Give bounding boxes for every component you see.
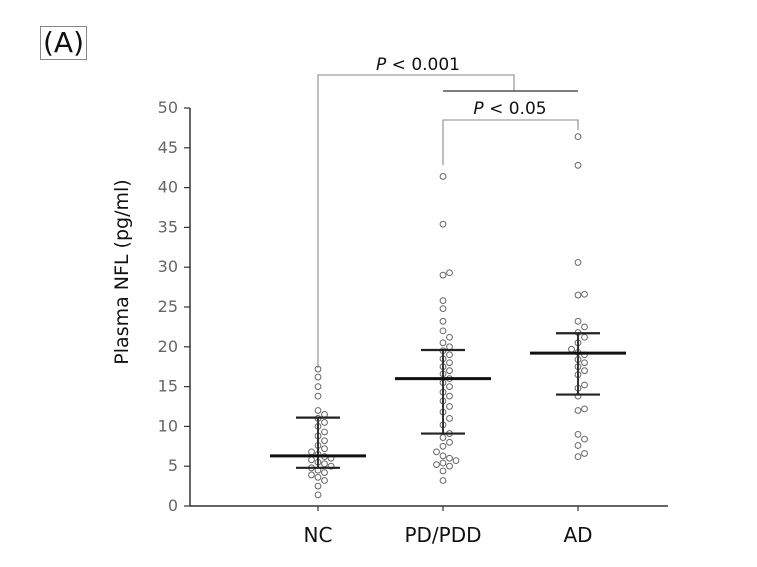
data-point — [439, 305, 447, 312]
data-point — [581, 323, 588, 331]
data-point — [446, 269, 453, 277]
y-tick-label: 35 — [158, 217, 178, 236]
p-threshold: < 0.05 — [484, 99, 547, 119]
data-point — [439, 459, 447, 467]
data-point — [439, 297, 447, 305]
p-symbol: P — [473, 99, 484, 119]
data-point — [321, 460, 328, 468]
data-point — [439, 442, 447, 450]
data-point — [314, 373, 322, 381]
data-point — [439, 477, 447, 484]
y-axis-label: Plasma NFL (pg/ml) — [111, 179, 133, 364]
data-point — [321, 411, 328, 418]
data-point — [581, 359, 588, 367]
data-point — [314, 491, 322, 499]
data-point — [439, 434, 447, 441]
summary-bars — [270, 332, 626, 469]
data-point — [581, 405, 588, 413]
data-point — [446, 359, 453, 367]
data-point — [452, 457, 460, 465]
data-point — [439, 220, 447, 228]
data-point — [574, 317, 582, 325]
data-point — [308, 448, 315, 456]
data-point — [574, 133, 582, 141]
bracket-outer — [317, 74, 515, 368]
data-point — [446, 454, 453, 462]
data-point — [446, 415, 453, 422]
data-point — [568, 345, 575, 353]
data-point — [446, 343, 453, 351]
data-point — [314, 392, 322, 400]
data-point — [574, 407, 582, 414]
data-point — [308, 471, 315, 479]
significance-label-2: P < 0.05 — [473, 99, 546, 119]
data-point — [446, 462, 453, 470]
axes — [189, 108, 668, 507]
data-point — [581, 435, 588, 443]
data-point — [574, 291, 582, 299]
x-tick-label: PD/PDD — [404, 523, 481, 547]
data-point — [321, 437, 328, 445]
y-tick-label: 40 — [158, 178, 178, 197]
x-tick-label: AD — [563, 523, 592, 547]
data-point — [321, 419, 328, 426]
data-point — [439, 339, 447, 347]
data-point — [574, 259, 582, 266]
data-point — [581, 367, 588, 375]
y-ticks: 0 5 10 15 20 25 30 35 40 45 50 — [158, 98, 190, 515]
data-point — [581, 290, 588, 298]
data-point — [439, 327, 447, 335]
data-point — [314, 407, 322, 414]
data-point — [446, 438, 453, 446]
data-points — [308, 133, 588, 499]
bracket-inner — [442, 119, 579, 165]
data-point — [446, 403, 453, 410]
data-point — [439, 467, 447, 475]
y-tick-label: 15 — [158, 377, 178, 396]
data-point — [321, 445, 328, 453]
data-point — [446, 367, 453, 375]
y-tick-label: 50 — [158, 98, 178, 117]
data-point — [433, 448, 440, 456]
data-point — [574, 453, 582, 461]
data-point — [446, 392, 453, 400]
data-point — [446, 351, 453, 359]
data-point — [574, 442, 582, 449]
data-point — [446, 383, 453, 391]
panel-label: (A) — [40, 26, 88, 60]
data-point — [581, 333, 588, 341]
data-point — [574, 430, 582, 438]
data-point — [581, 381, 588, 389]
y-tick-label: 20 — [158, 337, 178, 356]
data-point — [314, 473, 322, 481]
y-tick-label: 0 — [168, 496, 178, 515]
y-tick-label: 45 — [158, 138, 178, 157]
data-point — [439, 317, 447, 325]
y-tick-label: 25 — [158, 297, 178, 316]
p-threshold: < 0.001 — [386, 55, 460, 75]
data-point — [439, 271, 447, 279]
data-point — [433, 461, 440, 469]
data-point — [581, 450, 588, 457]
y-tick-label: 5 — [168, 456, 178, 475]
data-point — [321, 477, 328, 484]
data-point — [308, 456, 315, 464]
data-point — [439, 452, 447, 460]
data-point — [439, 173, 447, 180]
data-point — [574, 161, 582, 169]
data-point — [321, 469, 328, 476]
x-tick-label: NC — [304, 523, 333, 547]
data-point — [314, 383, 322, 391]
category-labels: NC PD/PDD AD — [304, 506, 593, 547]
significance-label-1: P < 0.001 — [376, 55, 460, 75]
y-tick-label: 10 — [158, 416, 178, 435]
data-point — [321, 428, 328, 436]
p-symbol: P — [376, 55, 387, 75]
data-point — [446, 333, 453, 341]
y-tick-label: 30 — [158, 257, 178, 276]
data-point — [314, 482, 322, 490]
